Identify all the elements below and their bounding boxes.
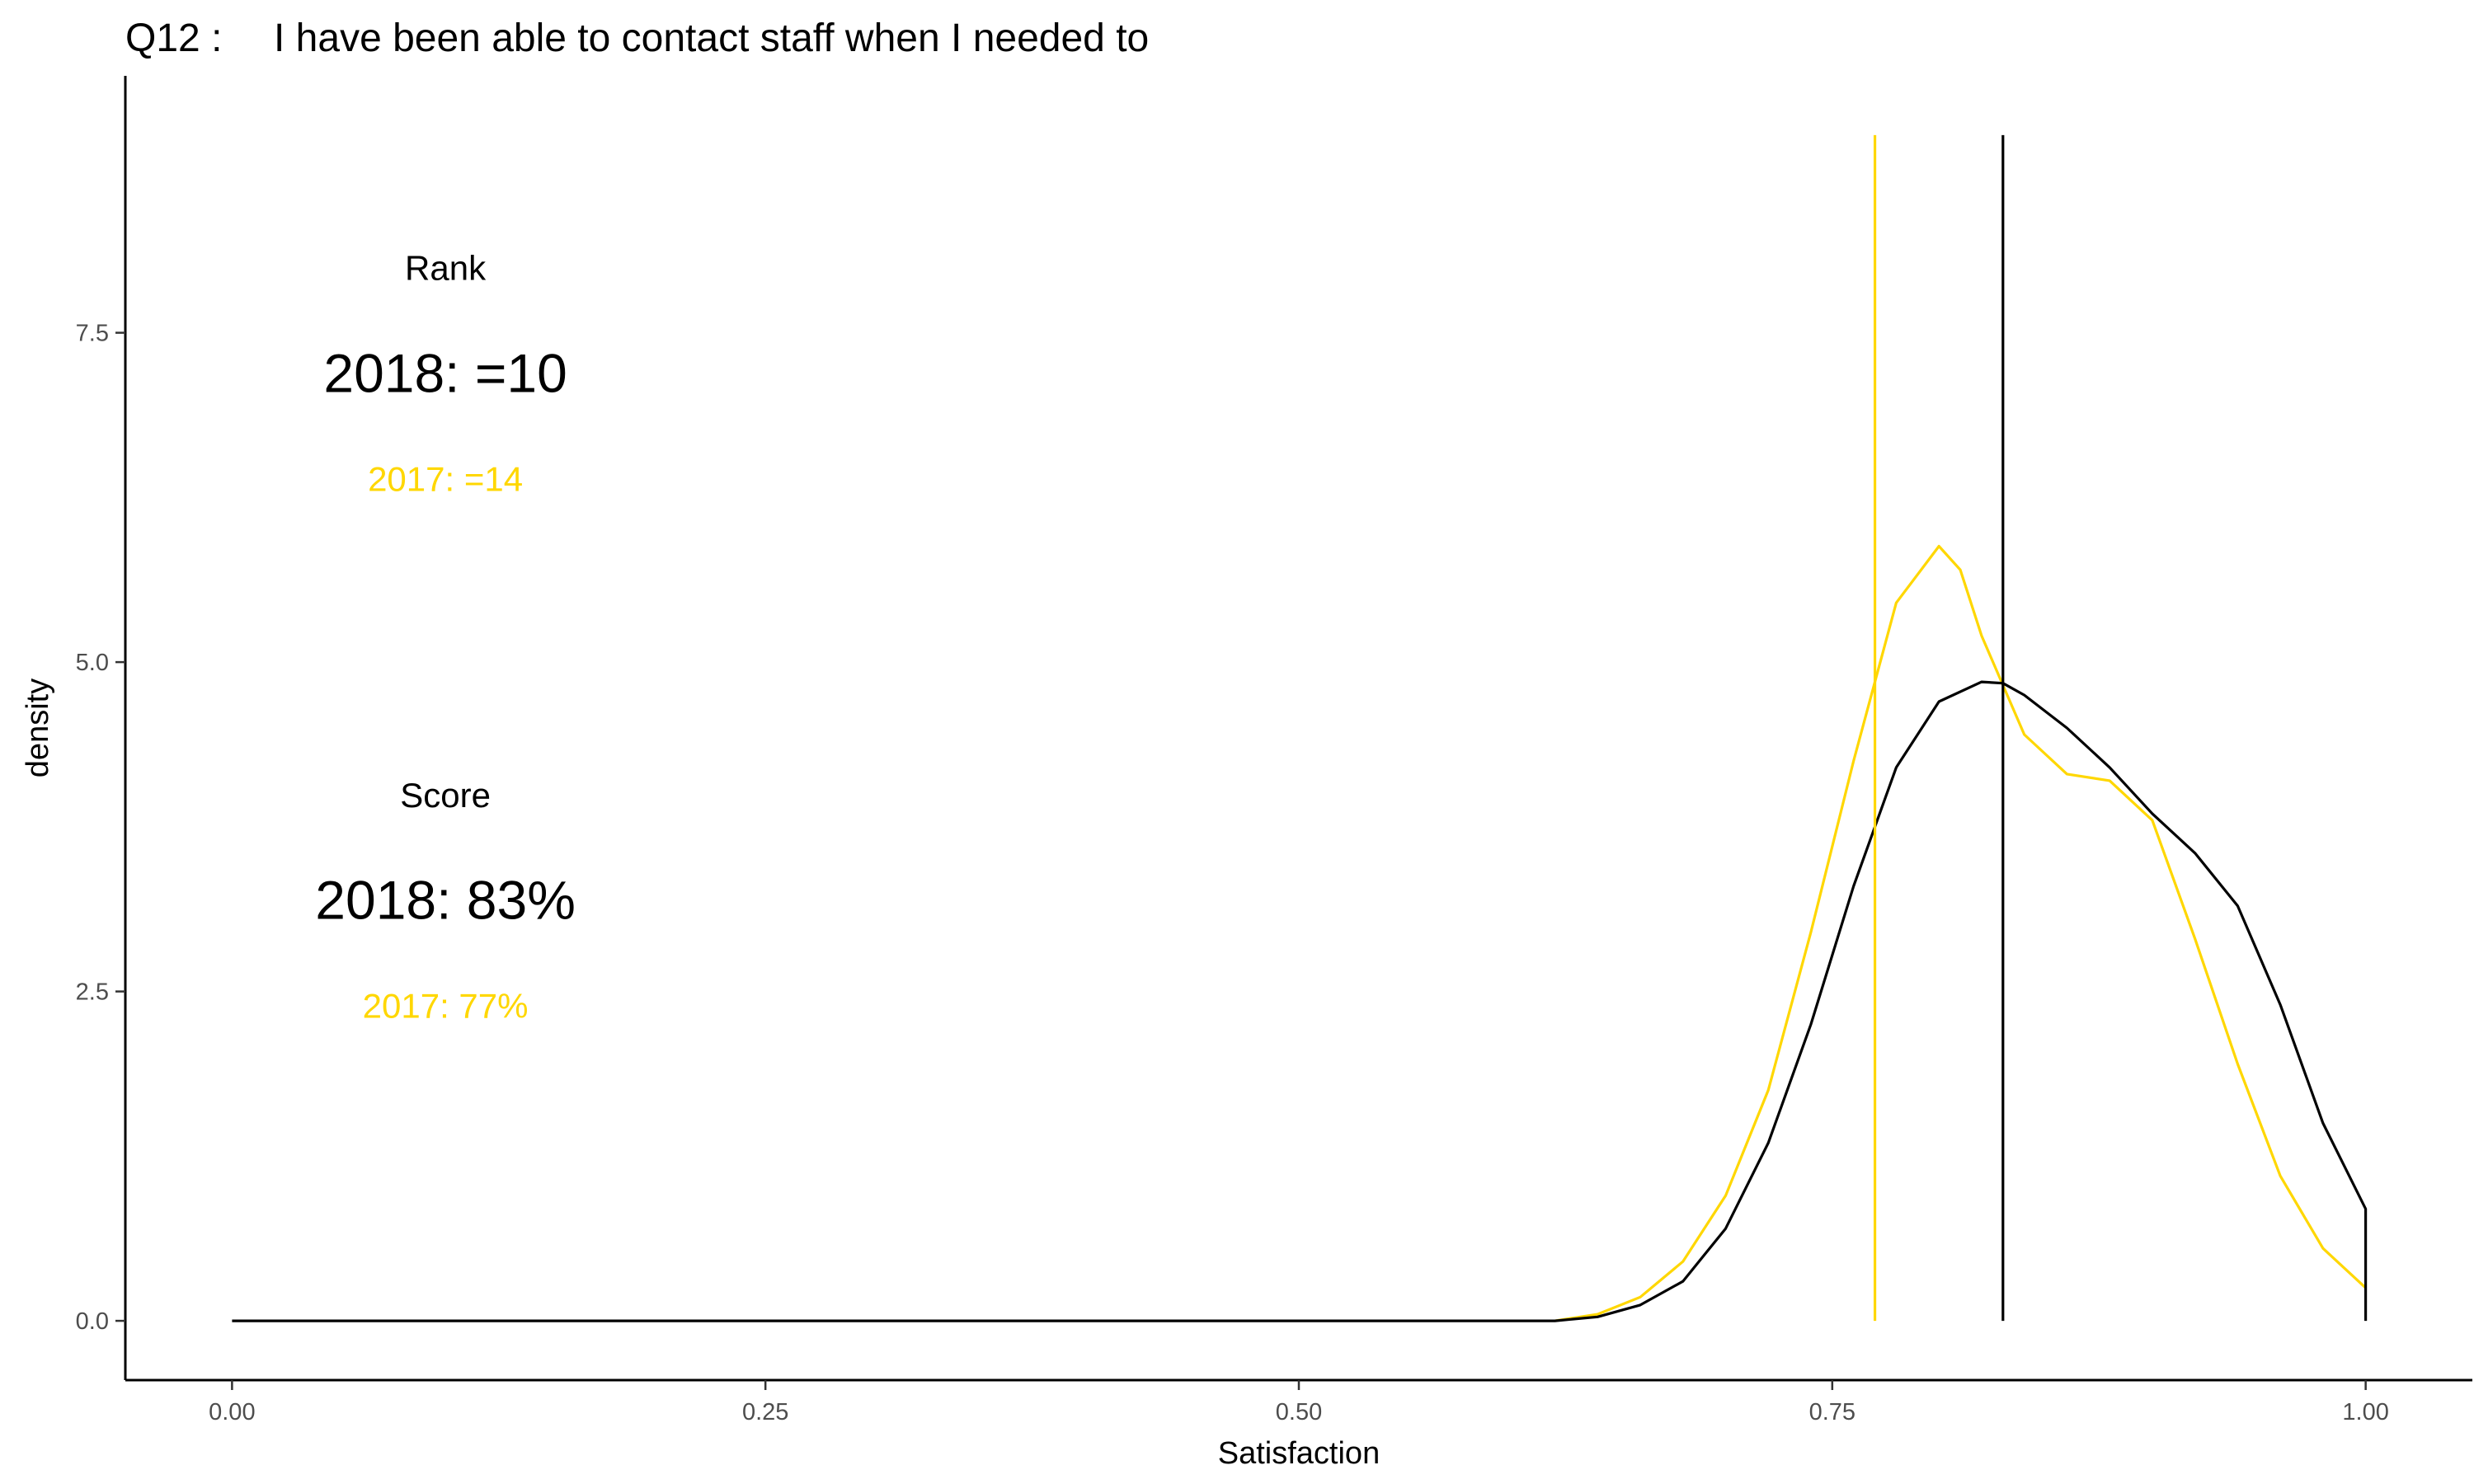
score-2018: 2018: 83% bbox=[315, 870, 576, 931]
score-2017: 2017: 77% bbox=[363, 987, 529, 1026]
chart-title-prefix: Q12 : bbox=[125, 16, 222, 60]
y-tick-label: 5.0 bbox=[76, 650, 109, 676]
score-heading: Score bbox=[400, 776, 491, 815]
density-curve-2018 bbox=[232, 680, 2368, 1322]
chart-title: I have been able to contact staff when I… bbox=[274, 16, 1149, 60]
axes: 0.00 0.25 0.50 0.75 1.00 0.0 2.5 5.0 7.5 bbox=[76, 76, 2472, 1425]
x-axis-title: Satisfaction bbox=[1218, 1436, 1380, 1471]
y-tick-label: 7.5 bbox=[76, 321, 109, 347]
y-axis-title: density bbox=[21, 679, 55, 777]
plot-area bbox=[232, 134, 2368, 1322]
rank-2017: 2017: =14 bbox=[368, 459, 523, 498]
annotations: Rank 2018: =10 2017: =14 Score 2018: 83% 2017… bbox=[315, 249, 576, 1026]
rank-heading: Rank bbox=[405, 249, 487, 288]
rank-2018: 2018: =10 bbox=[323, 343, 567, 404]
x-tick-label: 1.00 bbox=[2342, 1399, 2388, 1425]
x-tick-label: 0.50 bbox=[1276, 1399, 1322, 1425]
x-tick-label: 0.25 bbox=[742, 1399, 788, 1425]
y-tick-label: 2.5 bbox=[76, 979, 109, 1006]
density-curve-2017 bbox=[1554, 544, 2367, 1322]
y-tick-label: 0.0 bbox=[76, 1308, 109, 1335]
x-tick-label: 0.00 bbox=[209, 1399, 255, 1425]
x-tick-label: 0.75 bbox=[1809, 1399, 1856, 1425]
